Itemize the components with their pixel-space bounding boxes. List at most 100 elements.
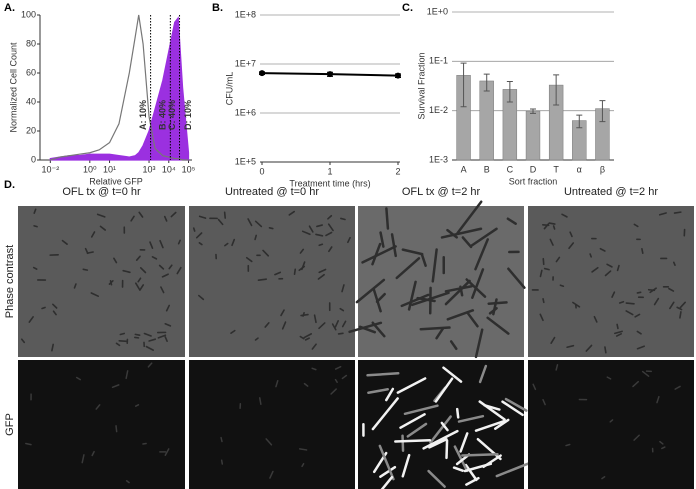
cell xyxy=(456,200,483,235)
micrograph-background xyxy=(18,360,185,489)
cell xyxy=(453,445,469,473)
cell xyxy=(334,378,338,383)
cell xyxy=(157,334,167,339)
cell xyxy=(274,271,282,276)
row-label: Phase contrast xyxy=(4,245,16,318)
cell xyxy=(160,286,165,294)
cell xyxy=(375,292,386,304)
cell xyxy=(444,285,473,293)
cell xyxy=(366,372,400,377)
cell xyxy=(615,333,622,337)
cell xyxy=(138,211,144,218)
cell xyxy=(501,400,524,417)
micrograph xyxy=(189,360,355,489)
cell xyxy=(192,227,196,232)
cell xyxy=(125,480,130,484)
row-label: GFP xyxy=(4,413,16,436)
cell xyxy=(139,284,145,291)
cell xyxy=(379,231,385,248)
cell xyxy=(661,446,666,450)
cell xyxy=(327,214,333,220)
y-tick-label: 0 xyxy=(31,154,36,164)
cell xyxy=(318,322,326,330)
y-tick-label: 100 xyxy=(21,9,36,19)
point xyxy=(327,71,333,78)
cell xyxy=(91,450,95,457)
error-bar xyxy=(530,108,536,114)
cell xyxy=(452,466,464,472)
cell xyxy=(198,241,203,246)
cell xyxy=(440,421,449,432)
cell xyxy=(331,323,337,331)
x-tick-label: α xyxy=(577,164,582,174)
cell xyxy=(96,213,106,218)
y-axis-label: Normalized Cell Count xyxy=(8,42,18,133)
cell xyxy=(679,301,687,309)
cell xyxy=(401,248,424,256)
cell xyxy=(81,454,85,464)
cell xyxy=(457,414,485,423)
cell xyxy=(334,365,342,370)
cell xyxy=(158,264,165,270)
cell xyxy=(32,266,38,270)
cell xyxy=(385,207,390,230)
cell xyxy=(633,434,640,441)
cell xyxy=(161,273,169,278)
cell xyxy=(552,225,556,230)
cell xyxy=(674,385,681,390)
cell xyxy=(555,256,561,263)
point xyxy=(259,70,265,77)
micrograph xyxy=(18,206,185,357)
cell xyxy=(341,284,345,293)
cell xyxy=(403,404,439,416)
cell xyxy=(396,377,427,394)
cell xyxy=(325,231,333,237)
cell xyxy=(385,387,395,402)
cell xyxy=(139,267,147,274)
cell xyxy=(220,459,224,465)
cell xyxy=(636,291,642,294)
cell xyxy=(676,306,683,311)
cell xyxy=(258,397,262,406)
x-axis-label: Sort fraction xyxy=(509,176,558,186)
cell xyxy=(134,333,141,336)
cell xyxy=(632,380,639,388)
cell xyxy=(302,311,305,317)
cell xyxy=(606,263,613,268)
cell xyxy=(593,315,598,323)
error-bar xyxy=(506,81,513,103)
cell xyxy=(565,443,571,447)
cell xyxy=(254,337,259,341)
column-label: Untreated @ t=2 hr xyxy=(564,186,658,198)
cell xyxy=(262,249,270,257)
gate-label: A: 10% xyxy=(138,100,148,130)
cell xyxy=(247,218,253,227)
cell xyxy=(25,442,32,446)
cell xyxy=(488,307,498,315)
cell xyxy=(459,285,464,297)
cell xyxy=(572,301,581,308)
cell xyxy=(504,397,528,412)
cell xyxy=(659,440,664,445)
cell xyxy=(679,311,682,319)
cell xyxy=(341,374,348,380)
cell xyxy=(410,291,450,307)
y-axis-label: Survival Fraction xyxy=(416,52,426,119)
cell xyxy=(618,300,625,304)
cell xyxy=(115,425,118,433)
cell xyxy=(339,307,345,312)
cell xyxy=(455,407,460,419)
cell xyxy=(223,211,227,219)
micrograph xyxy=(348,200,526,359)
cell xyxy=(269,470,274,479)
cell xyxy=(327,223,334,232)
cell xyxy=(281,321,287,330)
cell xyxy=(461,236,473,249)
cell xyxy=(422,429,459,450)
cell xyxy=(90,231,96,238)
cell xyxy=(311,367,317,371)
cell xyxy=(303,333,313,339)
cell xyxy=(399,413,426,429)
cell xyxy=(304,337,311,341)
error-bar xyxy=(576,114,583,129)
